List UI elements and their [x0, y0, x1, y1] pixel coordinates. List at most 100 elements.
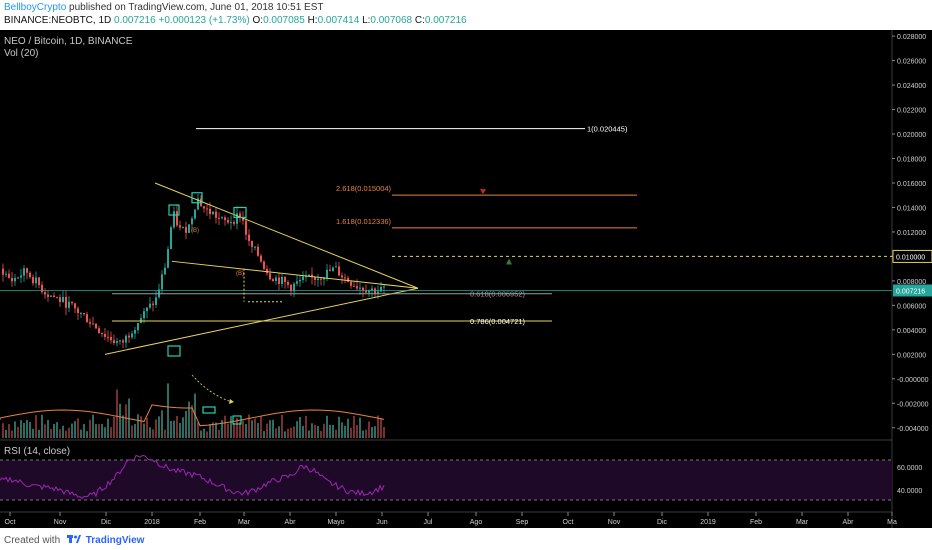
candle-body: [203, 206, 205, 209]
volume-bar: [209, 424, 211, 438]
volume-bar: [56, 422, 58, 438]
candle-body: [284, 277, 286, 283]
volume-bar: [89, 419, 91, 438]
chart-area[interactable]: 0.028000 0.026000 0.024000 0.022000 0.020000…: [0, 30, 932, 528]
volume-bar: [308, 430, 310, 438]
curved-arrow: [191, 374, 233, 403]
publish-header: BellboyCrypto published on TradingView.c…: [0, 0, 932, 30]
volume-bar: [140, 416, 142, 438]
author-link[interactable]: BellboyCrypto: [4, 2, 67, 13]
volume-bar: [275, 428, 277, 438]
price-marker-label: 0.007216: [896, 288, 925, 295]
tradingview-brand[interactable]: TradingView: [85, 535, 145, 546]
volume-bar: [104, 427, 106, 438]
last-price: 0.007216: [114, 15, 156, 26]
candle-body: [71, 301, 73, 304]
volume-bar: [80, 429, 82, 438]
candle-body: [23, 268, 25, 276]
x-tick-label: Jun: [376, 519, 387, 526]
volume-bar: [110, 427, 112, 438]
volume-bar: [50, 428, 52, 438]
volume-bar: [137, 414, 139, 438]
price-marker-box: [893, 284, 932, 297]
y-tick-label: -0.000000: [897, 377, 929, 384]
volume-bar: [269, 420, 271, 438]
candle-body: [104, 333, 106, 337]
volume-bar: [341, 422, 343, 438]
price-marker-box: [892, 249, 932, 263]
volume-bar: [227, 423, 229, 438]
volume-bar: [248, 414, 250, 438]
x-tick-label: Abr: [843, 519, 855, 526]
volume-bar: [125, 404, 127, 438]
open-value: 0.007085: [263, 15, 305, 26]
volume-bar: [113, 416, 115, 438]
volume-bar: [134, 424, 136, 438]
volume-bar: [383, 427, 385, 438]
candle-body: [83, 313, 85, 315]
volume-bar: [326, 415, 328, 438]
candle-body: [275, 277, 277, 282]
volume-bar: [236, 417, 238, 438]
volume-bar: [65, 430, 67, 438]
low-value: 0.007068: [370, 15, 413, 26]
volume-bar: [368, 421, 370, 438]
volume-bar: [68, 427, 70, 438]
candle-body: [47, 294, 49, 297]
volume-bar: [335, 429, 337, 438]
candle-body: [338, 266, 340, 276]
volume-bar: [44, 424, 46, 438]
low-label: L:: [362, 15, 371, 26]
y-tick-label: 0.024000: [897, 83, 926, 90]
candle-body: [5, 273, 7, 275]
fib-label: 0.618(0.006952): [470, 290, 526, 299]
volume-bar: [98, 424, 100, 438]
volume-bar: [17, 426, 19, 438]
x-tick-label: Oct: [5, 519, 16, 526]
volume-bar: [356, 425, 358, 438]
candle-body: [155, 297, 157, 305]
volume-bar: [260, 416, 262, 438]
candle-body: [230, 222, 232, 224]
volume-bar: [281, 414, 283, 438]
volume-bar: [278, 426, 280, 438]
rsi-tick-label: 60.0000: [897, 465, 922, 472]
candle-body: [233, 222, 235, 224]
tradingview-logo-icon: [66, 535, 81, 543]
candle-body: [44, 292, 46, 295]
up-arrow-icon: [506, 258, 512, 265]
candle-body: [362, 287, 364, 291]
fib-label: 0.786(0.004721): [470, 317, 526, 326]
candle-body: [113, 340, 115, 343]
candle-body: [2, 268, 4, 275]
candle-body: [11, 277, 13, 282]
price-chart[interactable]: 0.028000 0.026000 0.024000 0.022000 0.020000…: [0, 30, 932, 528]
x-tick-label: Sep: [516, 519, 529, 526]
candle-body: [317, 278, 319, 281]
candle-body: [380, 286, 382, 292]
volume-bar: [32, 428, 34, 438]
candle-body: [293, 283, 295, 292]
volume-bar: [179, 422, 181, 438]
volume-bar: [329, 424, 331, 438]
candle-body: [89, 322, 91, 324]
candle-body: [170, 227, 172, 250]
volume-bar: [221, 420, 223, 438]
high-value: 0.007414: [317, 15, 360, 26]
highlight-box: [232, 415, 242, 425]
volume-bar: [212, 422, 214, 438]
volume-bar: [8, 424, 10, 438]
candle-body: [236, 213, 238, 224]
candle-body: [335, 266, 337, 268]
volume-bar: [131, 425, 133, 438]
fib-label: 1.618(0.012336): [336, 217, 392, 226]
x-tick-label: Jul: [424, 519, 433, 526]
volume-bar: [296, 421, 298, 438]
inner-trendline: [171, 260, 419, 289]
y-tick-label: 0.016000: [897, 181, 926, 188]
candle-body: [41, 285, 43, 293]
candle-body: [245, 220, 247, 235]
candle-body: [323, 277, 325, 280]
y-tick-label: 0.008000: [897, 279, 926, 286]
candle-body: [305, 276, 307, 278]
